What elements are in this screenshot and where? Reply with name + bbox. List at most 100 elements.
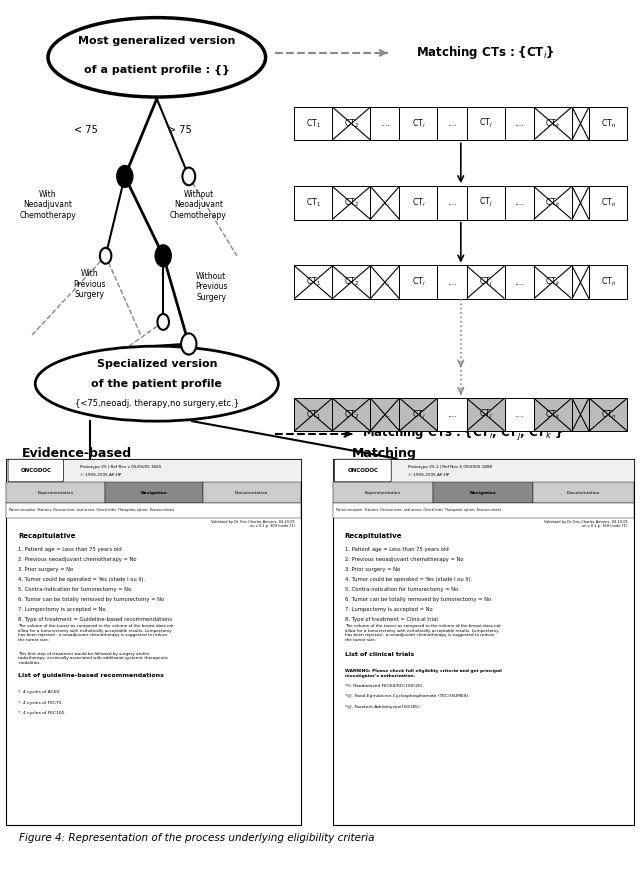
Text: of a patient profile : {}: of a patient profile : {} <box>84 64 230 75</box>
Text: < 75: < 75 <box>74 124 97 135</box>
Text: 7. Lumpectomy is accepted = No: 7. Lumpectomy is accepted = No <box>18 607 106 612</box>
Text: Without
Neoadjuvant
Chemotherapy: Without Neoadjuvant Chemotherapy <box>170 190 227 220</box>
Text: Matching CTs : {CT$_i$}: Matching CTs : {CT$_i$} <box>416 44 555 62</box>
Circle shape <box>117 166 132 187</box>
Text: ....: .... <box>380 278 390 287</box>
Text: Experimentation: Experimentation <box>37 490 74 495</box>
FancyBboxPatch shape <box>335 460 391 482</box>
Text: © 1999-2005 AP-HP: © 1999-2005 AP-HP <box>408 474 449 477</box>
Bar <box>433 482 533 503</box>
Text: Patient encounter  Statistics  Decision trees  Leaf access  Clinical trials  The: Patient encounter Statistics Decision tr… <box>10 508 175 512</box>
Bar <box>399 186 438 220</box>
Bar <box>371 398 399 431</box>
Text: *O. Randomized FEC60/FEC100(25).: *O. Randomized FEC60/FEC100(25). <box>345 684 424 688</box>
Text: {<75,neoadj. therapy,no surgery,etc.}: {<75,neoadj. therapy,no surgery,etc.} <box>75 399 239 407</box>
Text: CT$_j$: CT$_j$ <box>479 276 492 288</box>
Bar <box>467 265 504 299</box>
Text: 4. Tumor could be operated = Yes (stade I ou II).: 4. Tumor could be operated = Yes (stade … <box>18 577 145 582</box>
Text: CT$_k$: CT$_k$ <box>545 276 561 288</box>
Bar <box>589 107 627 140</box>
Text: CT$_2$: CT$_2$ <box>344 117 359 130</box>
Circle shape <box>181 333 196 355</box>
Text: CT$_j$: CT$_j$ <box>479 117 492 130</box>
Text: 7. Lumpectomy is accepted = No: 7. Lumpectomy is accepted = No <box>345 607 433 612</box>
Bar <box>534 107 572 140</box>
Bar <box>438 186 467 220</box>
Text: © 1999-2005 AP-HP: © 1999-2005 AP-HP <box>80 474 121 477</box>
Text: Patient encounter  Statistics  Decision trees  Leaf access  Clinical trials  The: Patient encounter Statistics Decision tr… <box>336 508 501 512</box>
FancyBboxPatch shape <box>8 460 63 482</box>
Text: ..: .. <box>578 119 583 128</box>
Text: ..: .. <box>578 410 583 419</box>
Text: *@. Taxotere-Adriamycine(50)(85).: *@. Taxotere-Adriamycine(50)(85). <box>345 705 421 709</box>
Text: Matching CTs : {CT$_i$, CT$_j$, CT$_k$ }: Matching CTs : {CT$_i$, CT$_j$, CT$_k$ } <box>362 425 563 443</box>
Bar <box>589 398 627 431</box>
Bar <box>371 107 399 140</box>
Text: Navigation: Navigation <box>470 490 497 495</box>
Text: List of clinical trials: List of clinical trials <box>345 652 414 657</box>
Text: CT$_2$: CT$_2$ <box>344 197 359 209</box>
Bar <box>332 107 371 140</box>
Text: ..: .. <box>578 198 583 207</box>
Text: CT$_2$: CT$_2$ <box>344 276 359 288</box>
Text: Most generalized version: Most generalized version <box>78 36 236 47</box>
Text: 8. Type of treatment = Clinical trial: 8. Type of treatment = Clinical trial <box>345 617 438 622</box>
Text: Prototype V5.1 | Ref Nov 6 09/2005 1888: Prototype V5.1 | Ref Nov 6 09/2005 1888 <box>408 465 492 469</box>
Bar <box>371 265 399 299</box>
Text: The volume of the tumor as compared to the volume of the breast does not
allow f: The volume of the tumor as compared to t… <box>18 624 174 642</box>
Text: ..: .. <box>578 278 583 287</box>
Text: 5. Contra-indication for tumorectomy = No: 5. Contra-indication for tumorectomy = N… <box>18 587 131 592</box>
Text: The volume of the tumor as compared to the volume of the breast does not
allow f: The volume of the tumor as compared to t… <box>345 624 500 642</box>
Bar <box>6 482 104 503</box>
Bar <box>572 186 589 220</box>
Bar <box>438 107 467 140</box>
Text: ....: .... <box>515 119 524 128</box>
Text: With
Neoadjuvant
Chemotherapy: With Neoadjuvant Chemotherapy <box>20 190 76 220</box>
Text: 3. Prior surgery = No: 3. Prior surgery = No <box>18 567 74 572</box>
Text: CT$_i$: CT$_i$ <box>412 117 425 130</box>
Bar <box>504 107 534 140</box>
Bar <box>6 459 301 825</box>
Text: Without
Previous
Surgery: Without Previous Surgery <box>195 272 227 302</box>
Bar <box>534 186 572 220</box>
Text: ....: .... <box>380 119 390 128</box>
Bar <box>534 398 572 431</box>
Text: CT$_j$: CT$_j$ <box>479 408 492 421</box>
Text: > 75: > 75 <box>168 124 191 135</box>
Text: CT$_1$: CT$_1$ <box>306 117 321 130</box>
Text: CT$_i$: CT$_i$ <box>412 408 425 421</box>
Text: CT$_1$: CT$_1$ <box>306 197 321 209</box>
Bar <box>467 107 504 140</box>
Text: 1. Patient age = Less than 75 years old: 1. Patient age = Less than 75 years old <box>18 547 122 552</box>
Bar <box>333 459 634 482</box>
Text: *. 4 cycles of AC60.: *. 4 cycles of AC60. <box>18 690 61 694</box>
Text: This first step of treatment would be followed by surgery and/or
radiotherapy, e: This first step of treatment would be fo… <box>18 652 168 665</box>
Bar <box>6 459 301 482</box>
Text: CT$_1$: CT$_1$ <box>306 276 321 288</box>
Bar <box>294 107 332 140</box>
Text: ....: .... <box>447 278 457 287</box>
Text: CT$_1$: CT$_1$ <box>306 408 321 421</box>
Text: 5. Contra-indication for tumorectomy = No: 5. Contra-indication for tumorectomy = N… <box>345 587 458 592</box>
Circle shape <box>182 168 195 185</box>
Text: Validated by Dr. Eric-Charles Antoine, 04-10-05
on v 0.1 p. 369 (node 71): Validated by Dr. Eric-Charles Antoine, 0… <box>544 519 628 528</box>
Text: 1. Patient age = Less than 75 years old: 1. Patient age = Less than 75 years old <box>345 547 449 552</box>
Bar <box>294 186 332 220</box>
Text: CT$_k$: CT$_k$ <box>545 117 561 130</box>
Text: 2. Previous neoadjuvant chemotherapy = No: 2. Previous neoadjuvant chemotherapy = N… <box>18 557 137 562</box>
Bar <box>438 265 467 299</box>
Text: Matching
Clinical Trials: Matching Clinical Trials <box>338 447 430 475</box>
Text: List of guideline-based recommendations: List of guideline-based recommendations <box>18 673 164 677</box>
Bar <box>589 265 627 299</box>
Text: CT$_n$: CT$_n$ <box>601 408 616 421</box>
Bar <box>572 398 589 431</box>
Text: *@. Taxol-Epirubicine-Cyclosphosphamide (TEC)(SUMES).: *@. Taxol-Epirubicine-Cyclosphosphamide … <box>345 694 469 699</box>
Text: *. 4 cycles of FEC100.: *. 4 cycles of FEC100. <box>18 711 66 715</box>
Bar <box>504 398 534 431</box>
Bar <box>589 186 627 220</box>
Text: CT$_k$: CT$_k$ <box>545 408 561 421</box>
Bar <box>467 186 504 220</box>
Circle shape <box>157 314 169 330</box>
Bar <box>332 265 371 299</box>
Circle shape <box>156 245 171 266</box>
